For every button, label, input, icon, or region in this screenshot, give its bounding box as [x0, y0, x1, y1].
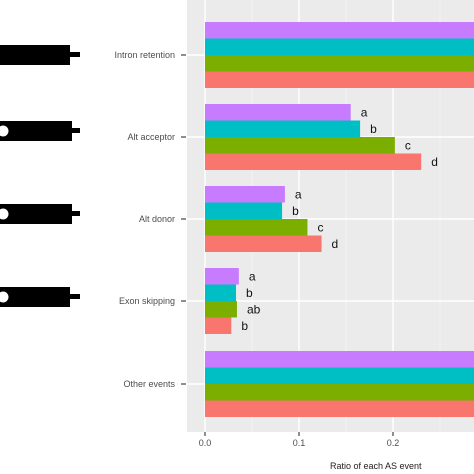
bar-cat0-series2	[205, 55, 474, 72]
bar-cat3-series1	[205, 284, 237, 301]
gene-structure-exon-skipping	[0, 287, 80, 307]
bar-cat4-series3	[205, 400, 474, 417]
sig-label-cat1-series1: b	[370, 122, 377, 136]
bar-cat4-series0	[205, 351, 474, 368]
category-label-1: Alt acceptor	[127, 132, 175, 142]
category-label-0: Intron retention	[114, 50, 175, 60]
bar-cat1-series3	[205, 153, 422, 170]
bar-cat3-series3	[205, 317, 232, 334]
bar-cat1-series1	[205, 120, 361, 137]
category-label-4: Other events	[123, 379, 175, 389]
sig-label-cat3-series2: ab	[247, 302, 261, 316]
sig-label-cat1-series2: c	[405, 138, 411, 152]
x-tick-label-1: 0.1	[293, 438, 306, 448]
sig-label-cat3-series0: a	[249, 269, 256, 283]
gene-structure-intron-retention	[0, 45, 80, 65]
bar-cat3-series2	[205, 301, 237, 318]
bar-cat2-series2	[205, 219, 308, 236]
gene-structure-alt-donor	[0, 204, 80, 224]
x-axis-ticks: 0.0 0.1 0.2	[199, 432, 400, 448]
gene-structure-alt-acceptor	[0, 121, 80, 141]
sig-label-cat1-series3: d	[431, 155, 438, 169]
bar-cat2-series0	[205, 186, 285, 203]
category-labels: Intron retention Alt acceptor Alt donor Exo…	[114, 50, 186, 389]
sig-label-cat3-series1: b	[246, 286, 253, 300]
bar-cat0-series0	[205, 22, 474, 39]
bar-cat1-series2	[205, 137, 395, 154]
bar-cat3-series0	[205, 268, 239, 285]
category-label-3: Exon skipping	[119, 296, 175, 306]
bars	[205, 22, 474, 417]
bar-cat0-series1	[205, 38, 474, 55]
left-gene-structure-glyphs	[0, 45, 80, 307]
sig-label-cat1-series0: a	[361, 105, 368, 119]
bar-cat0-series3	[205, 71, 474, 88]
sig-label-cat3-series3: b	[241, 319, 248, 333]
x-tick-label-2: 0.2	[387, 438, 400, 448]
bar-cat2-series1	[205, 202, 283, 219]
sig-label-cat2-series3: d	[332, 237, 339, 251]
x-axis-title: Ratio of each AS event	[330, 461, 422, 471]
sig-label-cat2-series1: b	[292, 204, 299, 218]
bar-cat1-series0	[205, 104, 351, 121]
sig-label-cat2-series0: a	[295, 187, 302, 201]
bar-cat4-series1	[205, 367, 474, 384]
sig-label-cat2-series2: c	[317, 220, 323, 234]
x-tick-label-0: 0.0	[199, 438, 212, 448]
bar-cat2-series3	[205, 235, 322, 252]
bar-cat4-series2	[205, 384, 474, 401]
category-label-2: Alt donor	[139, 214, 175, 224]
